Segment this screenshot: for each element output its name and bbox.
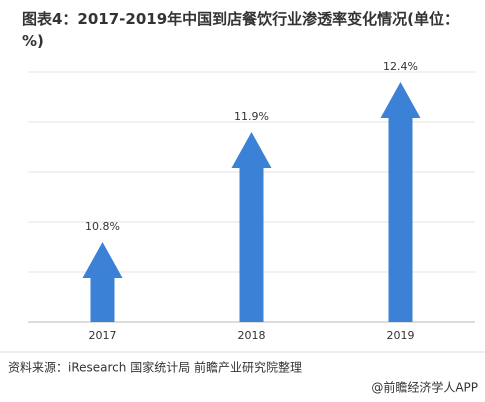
x-tick-label: 2018: [238, 329, 266, 342]
x-tick-label: 2019: [387, 329, 415, 342]
arrow-bar: [380, 82, 421, 322]
value-label: 11.9%: [234, 110, 269, 123]
x-tick-label: 2017: [89, 329, 117, 342]
value-label: 10.8%: [85, 220, 120, 233]
value-label: 12.4%: [383, 60, 418, 73]
arrow-bar: [82, 242, 123, 322]
chart-title: 图表4：2017-2019年中国到店餐饮行业渗透率变化情况(单位：%): [22, 10, 460, 50]
source-note: 资料来源：iResearch 国家统计局 前瞻产业研究院整理: [8, 360, 302, 375]
credit: @前瞻经济学人APP: [371, 380, 478, 395]
arrow-bar: [231, 132, 272, 322]
